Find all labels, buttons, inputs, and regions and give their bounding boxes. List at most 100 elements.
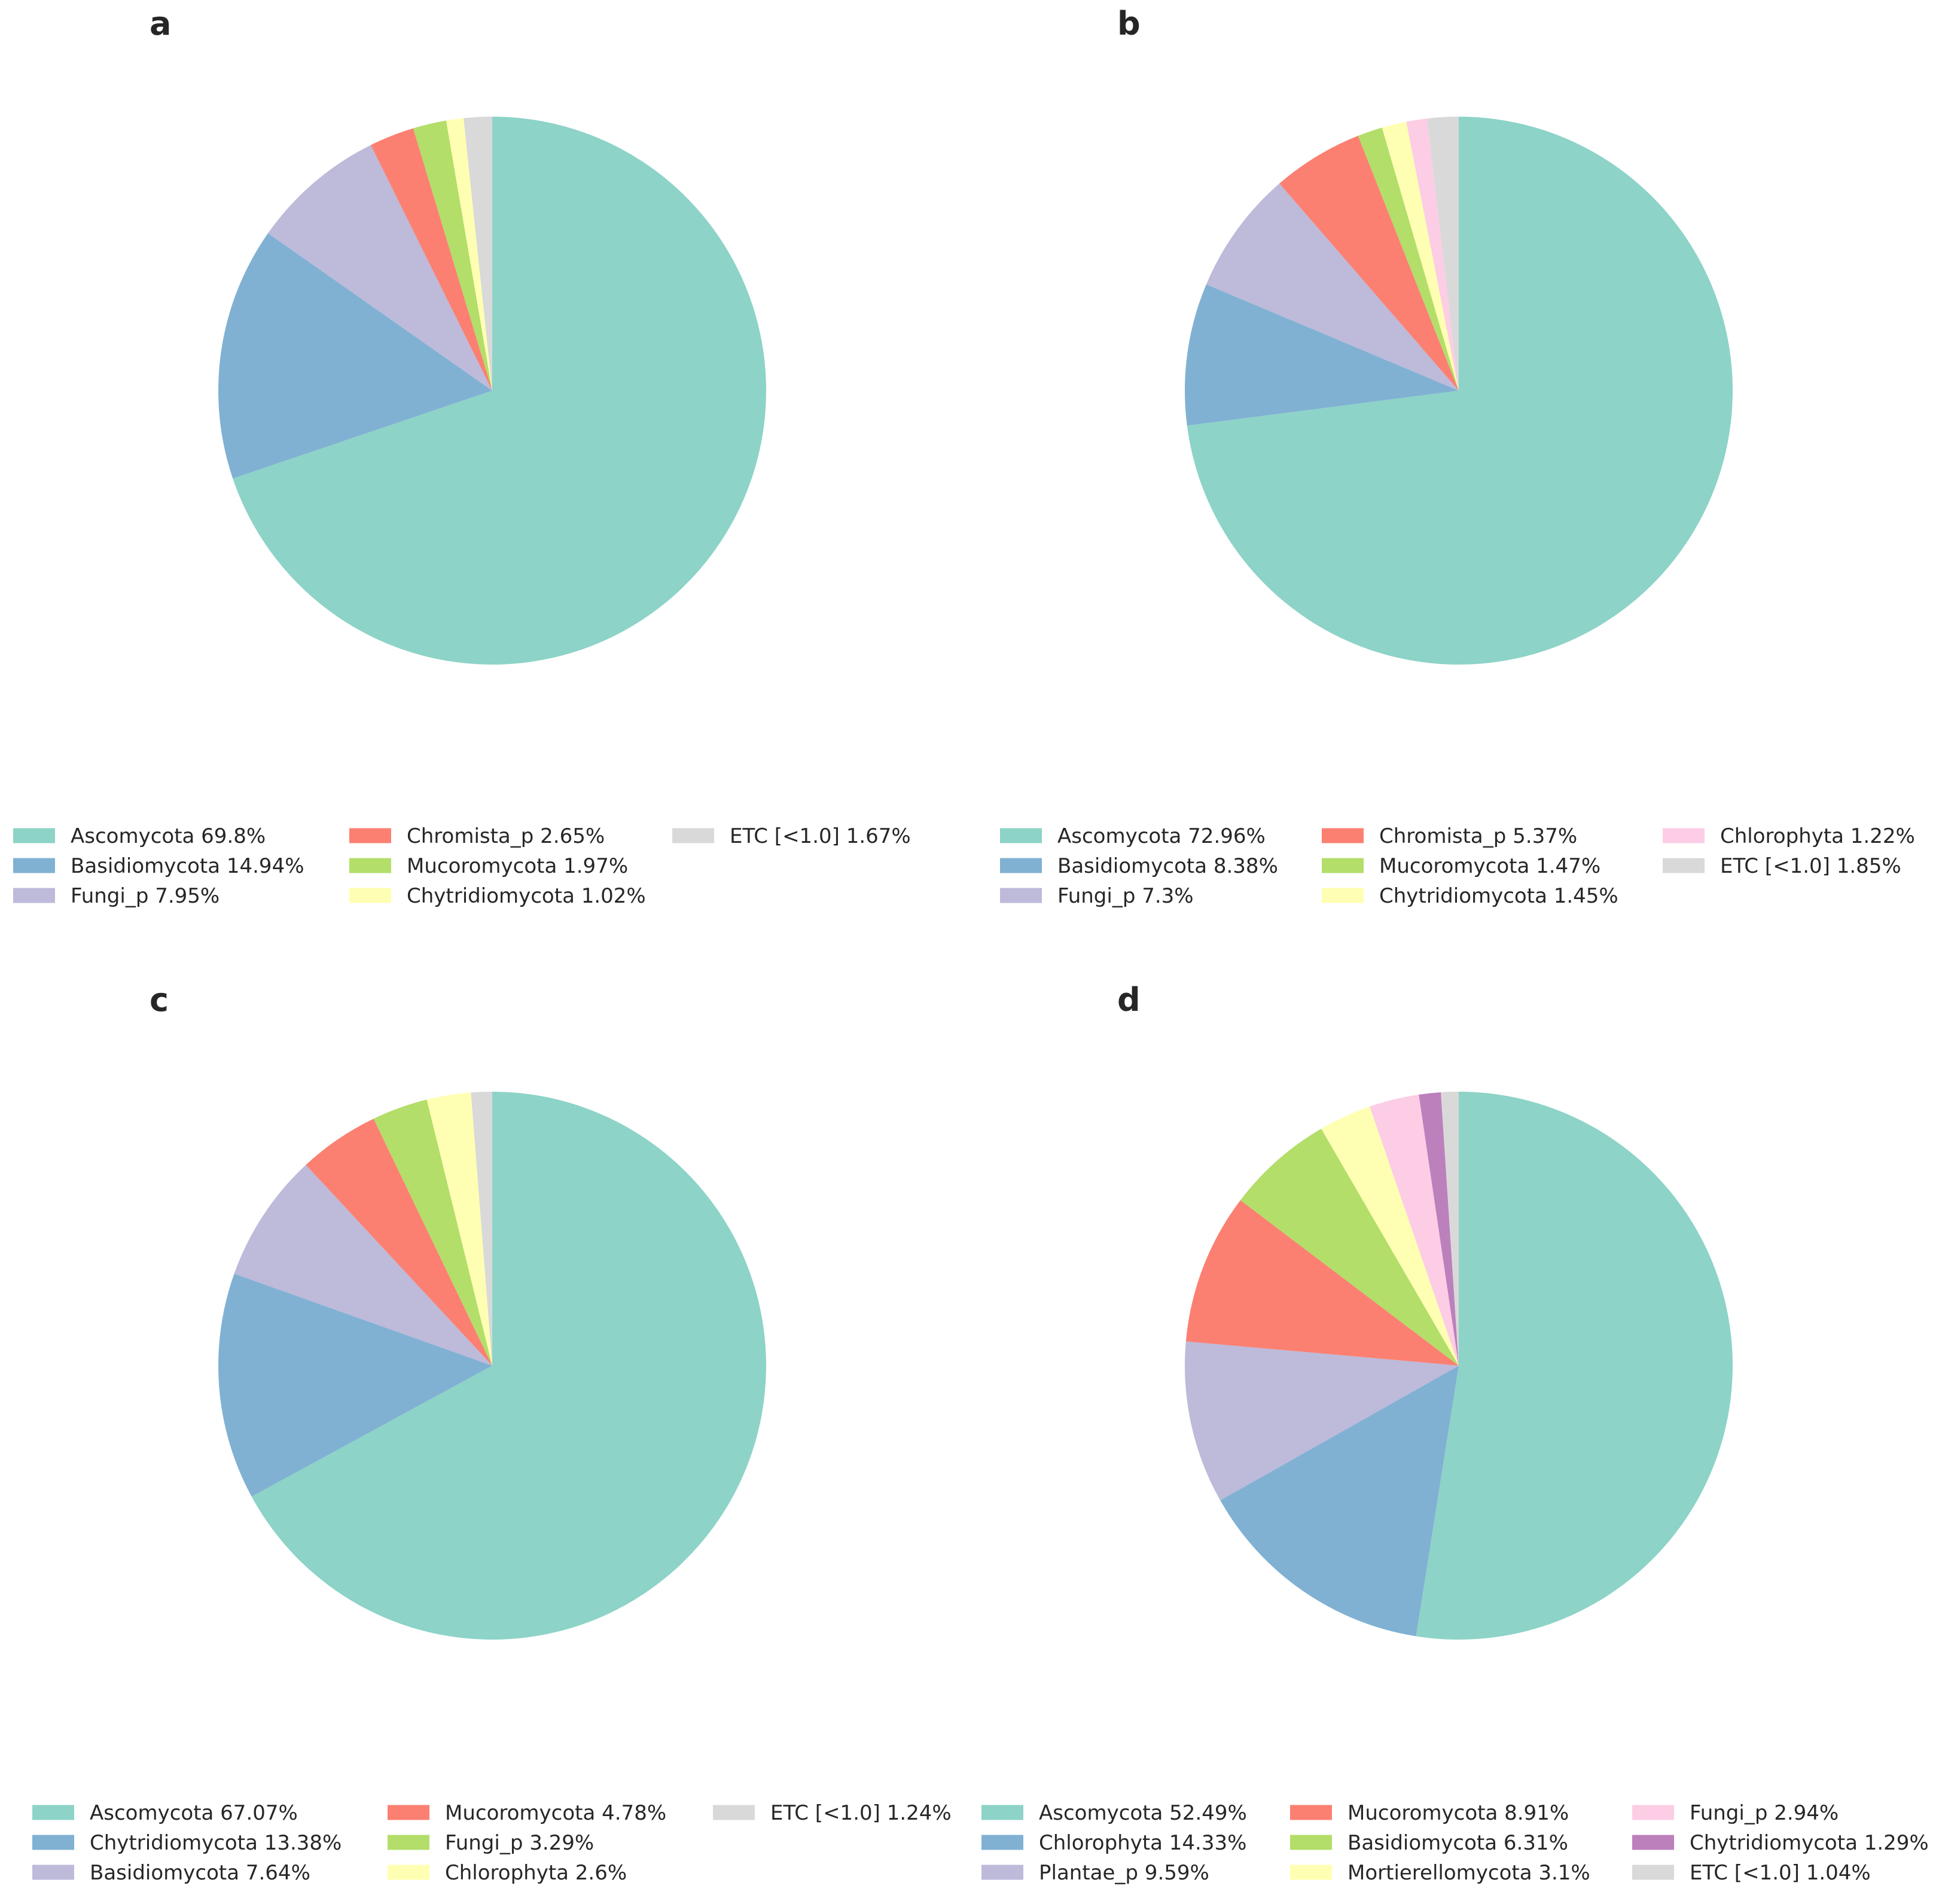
legend-item-chromista-p: Chromista_p 5.37% [1322,824,1577,848]
pie-slice-chromista-p [1279,136,1459,391]
panel-c-pie [218,1092,766,1640]
panel-a: a Ascomycota 69.8% Basidiomycota 14.94% Fu… [13,5,911,908]
legend-swatch [713,1805,755,1820]
legend-label: ETC [<1.0] 1.04% [1690,1861,1871,1885]
legend-swatch [13,888,55,903]
legend-item-basidiomycota: Basidiomycota 8.38% [1000,854,1278,878]
legend-item-mucoromycota: Mucoromycota 1.47% [1322,854,1600,878]
pie-slice-etc-1-0 [1441,1092,1459,1366]
legend-item-chlorophyta: Chlorophyta 1.22% [1663,824,1915,848]
panel-b: b Ascomycota 72.96% Basidiomycota 8.38% Fu… [1000,5,1915,908]
legend-item-basidiomycota: Basidiomycota 14.94% [13,854,304,878]
legend-swatch [981,1805,1023,1820]
legend-swatch [13,858,55,873]
legend-label: Chytridiomycota 1.02% [407,884,646,908]
legend-label: Fungi_p 7.95% [71,884,219,908]
legend-label: Mucoromycota 1.47% [1379,854,1600,878]
legend-item-chlorophyta: Chlorophyta 2.6% [388,1861,627,1885]
legend-label: Ascomycota 67.07% [90,1801,298,1825]
legend-item-ascomycota: Ascomycota 72.96% [1000,824,1266,848]
legend-item-chromista-p: Chromista_p 2.65% [349,824,605,848]
legend-item-chytridiomycota: Chytridiomycota 1.29% [1632,1831,1929,1855]
legend-swatch [1663,828,1705,843]
legend-item-etc-1-0: ETC [<1.0] 1.24% [713,1801,952,1825]
legend-label: ETC [<1.0] 1.67% [730,824,911,848]
legend-item-mucoromycota: Mucoromycota 8.91% [1290,1801,1569,1825]
legend-item-ascomycota: Ascomycota 69.8% [13,824,266,848]
pie-slice-plantae-p [1185,1341,1459,1501]
legend-label: Basidiomycota 6.31% [1347,1831,1568,1855]
legend-item-basidiomycota: Basidiomycota 6.31% [1290,1831,1568,1855]
legend-item-etc-1-0: ETC [<1.0] 1.67% [672,824,911,848]
legend-label: Basidiomycota 8.38% [1057,854,1278,878]
pie-slice-mucoromycota [413,120,492,391]
pie-slice-basidiomycota [234,1165,492,1366]
pie-slice-etc-1-0 [471,1092,492,1366]
legend-item-mortierellomycota: Mortierellomycota 3.1% [1290,1861,1590,1885]
legend-swatch [1322,888,1364,903]
pie-slice-ascomycota [233,117,767,665]
legend-swatch [1322,828,1364,843]
legend-swatch [388,1805,429,1820]
pie-slice-etc-1-0 [464,117,492,391]
legend-label: Ascomycota 52.49% [1039,1801,1247,1825]
legend-swatch [349,828,391,843]
panel-b-pie [1185,117,1733,665]
legend-item-etc-1-0: ETC [<1.0] 1.85% [1663,854,1901,878]
legend-item-chytridiomycota: Chytridiomycota 1.45% [1322,884,1618,908]
legend-label: Basidiomycota 14.94% [71,854,304,878]
legend-swatch [1290,1835,1332,1850]
legend-label: Mucoromycota 1.97% [407,854,628,878]
pie-slice-ascomycota [1187,117,1733,665]
legend-swatch [349,888,391,903]
pie-slice-basidiomycota [1240,1128,1459,1366]
legend-label: Fungi_p 2.94% [1690,1801,1839,1825]
legend-label: Chytridiomycota 1.45% [1379,884,1618,908]
panel-a-legend: Ascomycota 69.8% Basidiomycota 14.94% Fung… [13,824,911,908]
legend-label: Fungi_p 3.29% [445,1831,594,1855]
pie-slice-chytridiomycota [1382,121,1459,391]
panel-a-pie [218,117,767,665]
pie-slice-mucoromycota [1185,1200,1459,1366]
panel-b-letter: b [1117,5,1141,42]
legend-label: Fungi_p 7.3% [1057,884,1194,908]
pie-slice-chlorophyta [426,1092,492,1366]
legend-swatch [1290,1865,1332,1880]
legend-item-mucoromycota: Mucoromycota 1.97% [349,854,628,878]
legend-swatch [1000,828,1042,843]
legend-swatch [672,828,714,843]
legend-label: Chromista_p 2.65% [407,824,605,848]
legend-label: Chytridiomycota 1.29% [1690,1831,1929,1855]
legend-swatch [1632,1865,1674,1880]
legend-label: Chlorophyta 1.22% [1720,824,1915,848]
legend-swatch [13,828,55,843]
pie-slice-mucoromycota [1358,127,1459,391]
panel-b-legend: Ascomycota 72.96% Basidiomycota 8.38% Fung… [1000,824,1915,908]
legend-item-etc-1-0: ETC [<1.0] 1.04% [1632,1861,1871,1885]
pie-slice-mucoromycota [306,1119,492,1366]
legend-swatch [1322,858,1364,873]
legend-item-chytridiomycota: Chytridiomycota 1.02% [349,884,646,908]
legend-item-mucoromycota: Mucoromycota 4.78% [388,1801,666,1825]
legend-swatch [1000,858,1042,873]
legend-item-fungi-p: Fungi_p 7.95% [13,884,219,908]
legend-label: ETC [<1.0] 1.24% [770,1801,952,1825]
legend-swatch [32,1805,74,1820]
panel-d: d Ascomycota 52.49% Chlorophyta 14.33% Pla… [981,981,1929,1885]
legend-item-fungi-p: Fungi_p 2.94% [1632,1801,1839,1825]
pie-slice-fungi-p [268,145,492,391]
legend-item-basidiomycota: Basidiomycota 7.64% [32,1861,310,1885]
pie-slice-chromista-p [370,128,492,391]
legend-label: Chromista_p 5.37% [1379,824,1577,848]
legend-item-chlorophyta: Chlorophyta 14.33% [981,1831,1246,1855]
legend-swatch [981,1835,1023,1850]
panel-c-legend: Ascomycota 67.07% Chytridiomycota 13.38% B… [32,1801,952,1885]
legend-swatch [32,1865,74,1880]
legend-label: Ascomycota 72.96% [1057,824,1266,848]
panel-c-letter: c [150,981,169,1019]
legend-swatch [1663,858,1705,873]
legend-label: Basidiomycota 7.64% [90,1861,310,1885]
legend-swatch [1290,1805,1332,1820]
pie-slice-basidiomycota [1185,284,1459,426]
legend-swatch [388,1865,429,1880]
